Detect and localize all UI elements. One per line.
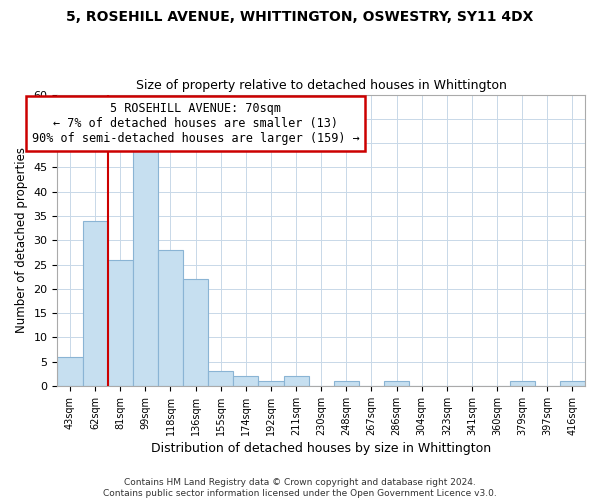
Bar	[560, 381, 585, 386]
Bar	[284, 376, 308, 386]
Bar	[133, 143, 158, 386]
Bar	[107, 260, 133, 386]
Bar	[183, 279, 208, 386]
Text: 5, ROSEHILL AVENUE, WHITTINGTON, OSWESTRY, SY11 4DX: 5, ROSEHILL AVENUE, WHITTINGTON, OSWESTR…	[67, 10, 533, 24]
Bar	[259, 381, 284, 386]
Bar	[509, 381, 535, 386]
Text: 5 ROSEHILL AVENUE: 70sqm
← 7% of detached houses are smaller (13)
90% of semi-de: 5 ROSEHILL AVENUE: 70sqm ← 7% of detache…	[32, 102, 359, 145]
Bar	[208, 372, 233, 386]
Bar	[384, 381, 409, 386]
Bar	[83, 221, 107, 386]
Title: Size of property relative to detached houses in Whittington: Size of property relative to detached ho…	[136, 79, 506, 92]
Bar	[233, 376, 259, 386]
Bar	[158, 250, 183, 386]
Bar	[334, 381, 359, 386]
X-axis label: Distribution of detached houses by size in Whittington: Distribution of detached houses by size …	[151, 442, 491, 455]
Text: Contains HM Land Registry data © Crown copyright and database right 2024.
Contai: Contains HM Land Registry data © Crown c…	[103, 478, 497, 498]
Bar	[58, 357, 83, 386]
Y-axis label: Number of detached properties: Number of detached properties	[15, 148, 28, 334]
